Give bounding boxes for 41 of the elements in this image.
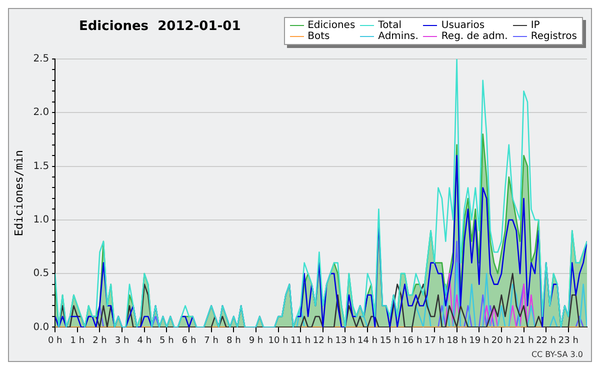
x-tick-label: 3 h xyxy=(114,336,130,346)
x-tick-label: 2 h xyxy=(92,336,107,346)
legend-label: Usuarios xyxy=(441,20,485,31)
x-tick-label: 10 h xyxy=(268,336,288,346)
legend-label: Registros xyxy=(530,31,577,42)
x-tick-label: 21 h xyxy=(514,336,534,346)
y-tick-label: 1.0 xyxy=(33,214,50,226)
x-tick-label: 19 h xyxy=(469,336,490,346)
y-axis-title: Ediciones/min xyxy=(12,150,26,236)
x-tick-label: 16 h xyxy=(402,336,422,346)
x-tick-label: 0 h xyxy=(48,336,62,346)
x-tick-label: 5 h xyxy=(160,336,174,346)
legend-label: Ediciones xyxy=(308,20,356,31)
x-tick-label: 11 h xyxy=(290,336,311,346)
y-tick-label: 2.5 xyxy=(33,54,50,65)
text: CC BY-SA 3.0 xyxy=(531,350,583,359)
x-tick-label: 8 h xyxy=(226,336,241,346)
legend-label: Total xyxy=(378,20,402,31)
x-tick-label: 6 h xyxy=(182,336,196,346)
y-tick-label: 0.0 xyxy=(33,322,50,333)
x-tick-label: 14 h xyxy=(358,336,378,346)
x-tick-label: 20 h xyxy=(491,336,512,346)
x-tick-label: 17 h xyxy=(424,336,445,346)
x-tick-label: 4 h xyxy=(137,336,152,346)
y-tick-label: 0.5 xyxy=(33,268,50,280)
chart-title: Ediciones 2012-01-01 xyxy=(79,19,241,34)
legend-label: Admins. xyxy=(378,31,418,42)
x-tick-label: 1 h xyxy=(70,336,85,346)
x-tick-label: 9 h xyxy=(248,336,264,346)
x-tick-label: 12 h xyxy=(312,336,333,346)
x-tick-label: 7 h xyxy=(204,336,218,346)
x-tick-label: 13 h xyxy=(335,336,356,346)
legend-label: Reg. de adm. xyxy=(441,31,508,42)
legend-label: IP xyxy=(530,20,540,31)
y-tick-label: 1.5 xyxy=(33,160,50,172)
x-tick-label: 18 h xyxy=(446,336,467,346)
x-tick-label: 22 h xyxy=(536,336,556,346)
y-tick-label: 2.0 xyxy=(33,107,50,118)
x-tick-label: 15 h xyxy=(380,336,400,346)
legend-label: Bots xyxy=(308,31,330,42)
x-tick-label: 23 h xyxy=(558,336,578,346)
